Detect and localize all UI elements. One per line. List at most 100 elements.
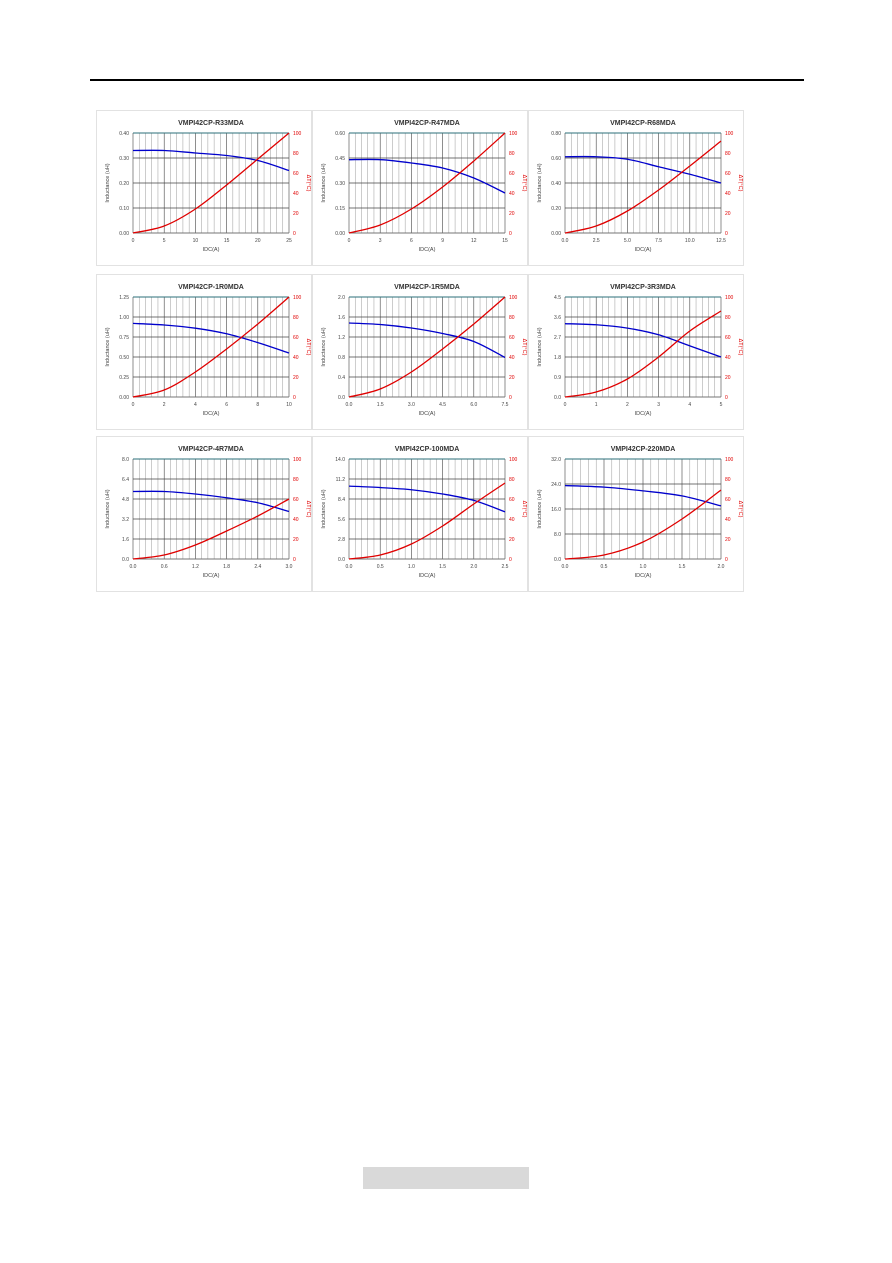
chart-panel-2: VMPI42CP-R47MDA 0 3 6 9 12 15 0.00 0.15 0.30 0.45 0… (312, 110, 528, 266)
x-axis-label: IDC(A) (419, 411, 436, 417)
y-tick-label: 0.0 (554, 557, 561, 563)
y2-tick-label: 0 (509, 395, 512, 401)
y2-axis-label: ΔT(°C) (521, 175, 527, 192)
temp-rise-line (564, 310, 722, 398)
chart-panel-4: VMPI42CP-1R0MDA 0 2 4 6 8 10 0.00 0.25 0.50 0.75 1.… (96, 274, 312, 430)
y2-tick-label: 20 (293, 211, 299, 217)
y-axis-label: Inductance (uH) (105, 327, 111, 366)
chart-title: VMPI42CP-R33MDA (178, 120, 244, 127)
x-axis-label: IDC(A) (635, 247, 652, 253)
y2-tick-label: 40 (293, 517, 299, 523)
inductance-line (132, 322, 290, 354)
chart-title: VMPI42CP-1R5MDA (394, 284, 460, 291)
x-tick-label: 0 (564, 402, 567, 408)
y-tick-label: 14.0 (335, 457, 345, 463)
y2-tick-label: 100 (509, 295, 518, 301)
y-axis-label: Inductance (uH) (537, 327, 543, 366)
y2-tick-label: 20 (293, 375, 299, 381)
x-tick-label: 3.0 (286, 564, 293, 570)
y-tick-label: 0.40 (551, 181, 561, 187)
y-tick-label: 24.0 (551, 482, 561, 488)
x-tick-label: 1.5 (439, 564, 446, 570)
x-tick-label: 1 (595, 402, 598, 408)
temp-rise-line (564, 489, 722, 560)
y-tick-label: 0.30 (119, 156, 129, 162)
chart-panel-8: VMPI42CP-100MDA 0.0 0.5 1.0 1.5 2.0 2.5 0.0 2.8 5… (312, 436, 528, 592)
y-axis-label: Inductance (uH) (321, 163, 327, 202)
chart-svg: VMPI42CP-R68MDA 0.0 2.5 5.0 7.5 10.0 12.5 0.00 0… (537, 120, 743, 253)
x-tick-label: 12 (471, 238, 477, 244)
x-tick-label: 5.0 (624, 238, 631, 244)
x-tick-label: 10.0 (685, 238, 695, 244)
chart-svg: VMPI42CP-1R5MDA 0.0 1.5 3.0 4.5 6.0 7.5 0.0 0.4 0… (321, 284, 527, 417)
y-axis-label: Inductance (uH) (537, 489, 543, 528)
inductance-line (132, 149, 290, 172)
temp-rise-line (348, 296, 506, 398)
chart-panel-7: VMPI42CP-4R7MDA 0.0 0.6 1.2 1.8 2.4 3.0 0.0 1.6 3… (96, 436, 312, 592)
x-axis-label: IDC(A) (635, 411, 652, 417)
y-tick-label: 0.00 (119, 395, 129, 401)
x-tick-label: 0.5 (601, 564, 608, 570)
y-tick-label: 0.10 (119, 206, 129, 212)
y2-tick-label: 40 (725, 191, 731, 197)
chart-svg: VMPI42CP-1R0MDA 0 2 4 6 8 10 0.00 0.25 0.50 0.75 1.… (105, 284, 311, 417)
chart-svg: VMPI42CP-220MDA 0.0 0.5 1.0 1.5 2.0 0.0 8.0 16.0… (537, 446, 743, 579)
y2-tick-label: 60 (725, 497, 731, 503)
y2-axis-label: ΔT(°C) (305, 175, 311, 192)
y2-tick-label: 60 (509, 335, 515, 341)
chart-svg: VMPI42CP-R47MDA 0 3 6 9 12 15 0.00 0.15 0.30 0.45 0… (321, 120, 527, 253)
x-tick-label: 0 (132, 402, 135, 408)
chart-title: VMPI42CP-R47MDA (394, 120, 460, 127)
y-tick-label: 6.4 (122, 477, 129, 483)
y2-tick-label: 0 (293, 231, 296, 237)
y-tick-label: 0.40 (119, 131, 129, 137)
chart-title: VMPI42CP-3R3MDA (610, 284, 676, 291)
temp-rise-line (564, 140, 722, 234)
y2-tick-label: 80 (293, 315, 299, 321)
x-tick-label: 1.5 (377, 402, 384, 408)
y2-tick-label: 0 (725, 557, 728, 563)
y-tick-label: 0.00 (551, 231, 561, 237)
y-tick-label: 5.6 (338, 517, 345, 523)
x-tick-label: 10 (193, 238, 199, 244)
y2-tick-label: 100 (725, 457, 734, 463)
y2-tick-label: 80 (725, 477, 731, 483)
y2-tick-label: 100 (293, 131, 302, 137)
y2-tick-label: 40 (293, 355, 299, 361)
y2-tick-label: 80 (293, 477, 299, 483)
x-tick-label: 2.0 (718, 564, 725, 570)
y2-tick-label: 40 (509, 191, 515, 197)
y-tick-label: 0.30 (335, 181, 345, 187)
y-tick-label: 32.0 (551, 457, 561, 463)
y-tick-label: 8.4 (338, 497, 345, 503)
x-tick-label: 9 (441, 238, 444, 244)
x-tick-label: 6.0 (470, 402, 477, 408)
y2-tick-label: 40 (509, 355, 515, 361)
y-tick-label: 0.9 (554, 375, 561, 381)
y-tick-label: 0.25 (119, 375, 129, 381)
chart-panel-3: VMPI42CP-R68MDA 0.0 2.5 5.0 7.5 10.0 12.5 0.00 0… (528, 110, 744, 266)
y-tick-label: 0.4 (338, 375, 345, 381)
chart-title: VMPI42CP-4R7MDA (178, 446, 244, 453)
y-tick-label: 0.60 (551, 156, 561, 162)
y-tick-label: 0.80 (551, 131, 561, 137)
x-tick-label: 1.0 (408, 564, 415, 570)
y-tick-label: 1.6 (122, 537, 129, 543)
y2-tick-label: 100 (725, 131, 734, 137)
y2-tick-label: 20 (509, 375, 515, 381)
x-tick-label: 7.5 (655, 238, 662, 244)
y2-axis-label: ΔT(°C) (737, 175, 743, 192)
y2-tick-label: 80 (509, 477, 515, 483)
y2-tick-label: 20 (293, 537, 299, 543)
x-tick-label: 1.0 (640, 564, 647, 570)
x-axis-label: IDC(A) (203, 573, 220, 579)
y2-axis-label: ΔT(°C) (737, 501, 743, 518)
y2-tick-label: 0 (509, 557, 512, 563)
y2-tick-label: 60 (293, 497, 299, 503)
y2-tick-label: 80 (725, 315, 731, 321)
x-tick-label: 8 (256, 402, 259, 408)
y-tick-label: 1.6 (338, 315, 345, 321)
y-tick-label: 16.0 (551, 507, 561, 513)
y-tick-label: 8.0 (122, 457, 129, 463)
x-tick-label: 0.0 (130, 564, 137, 570)
